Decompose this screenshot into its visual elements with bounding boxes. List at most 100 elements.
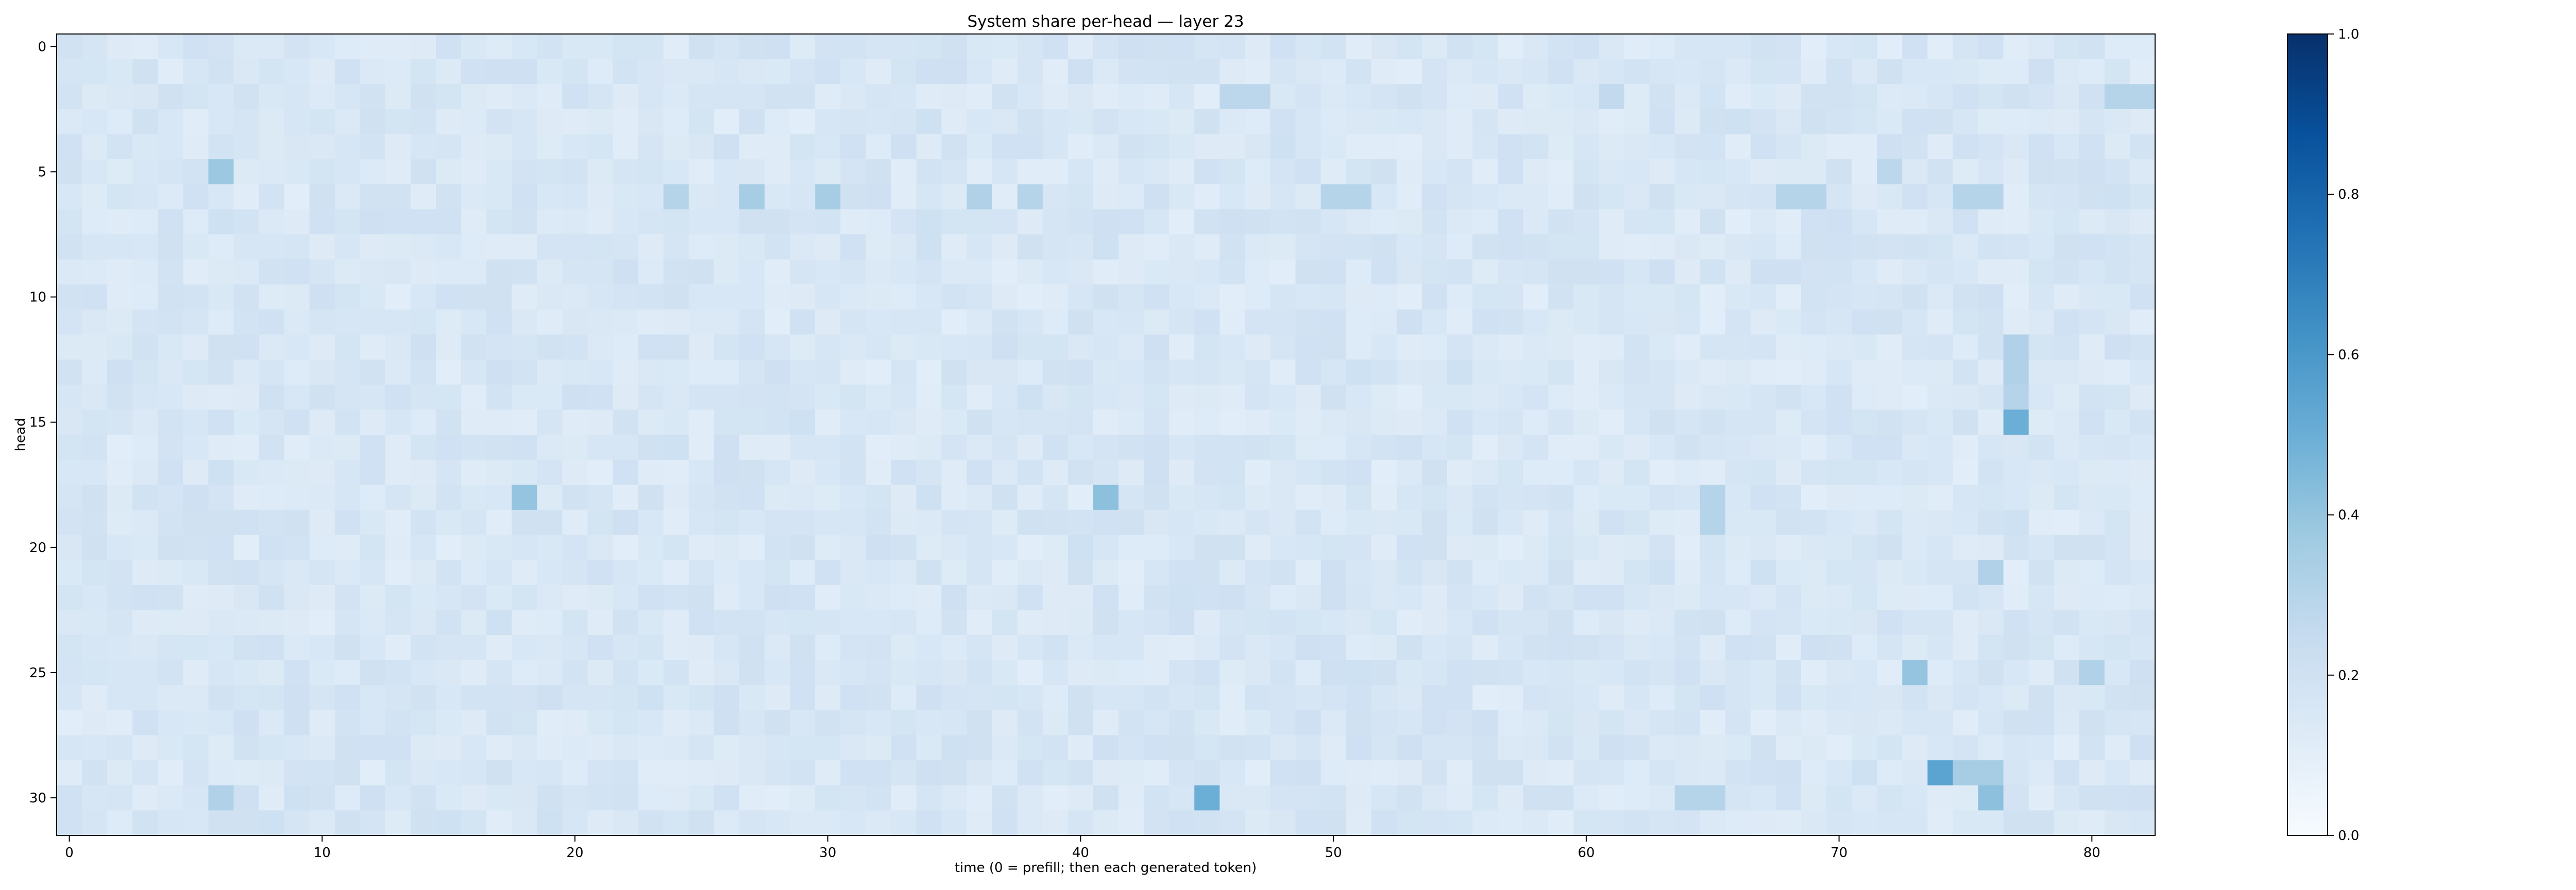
heatmap-cell: [613, 360, 639, 385]
heatmap-cell: [233, 435, 260, 460]
heatmap-cell: [765, 309, 790, 335]
heatmap-cell: [537, 84, 563, 110]
heatmap-cell: [82, 409, 108, 435]
heatmap-cell: [1396, 59, 1422, 84]
heatmap-cell: [1169, 810, 1195, 836]
heatmap-cell: [1902, 234, 1928, 260]
heatmap-cell: [739, 810, 765, 836]
heatmap-cell: [208, 284, 234, 310]
heatmap-cell: [1953, 59, 1979, 84]
y-tick-label: 15: [29, 415, 46, 431]
heatmap-cell: [2028, 84, 2055, 110]
heatmap-cell: [891, 259, 917, 285]
heatmap-cell: [688, 59, 715, 84]
heatmap-cell: [941, 59, 968, 84]
colorbar-tick-label: 1.0: [2338, 27, 2359, 42]
heatmap-cell: [714, 409, 740, 435]
heatmap-cell: [916, 59, 942, 84]
heatmap-cell: [840, 785, 866, 811]
heatmap-cell: [1396, 685, 1422, 711]
heatmap-cell: [1447, 610, 1473, 636]
heatmap-cell: [866, 309, 891, 335]
heatmap-cell: [815, 334, 841, 360]
heatmap-cell: [1649, 785, 1675, 811]
heatmap-cell: [360, 384, 386, 410]
heatmap-cell: [1042, 710, 1069, 736]
heatmap-cell: [1093, 760, 1119, 786]
heatmap-cell: [1447, 134, 1473, 160]
heatmap-cell: [1725, 760, 1751, 786]
heatmap-cell: [233, 509, 260, 536]
heatmap-cell: [1118, 334, 1144, 360]
heatmap-cell: [1775, 234, 1802, 260]
heatmap-cell: [1852, 134, 1877, 160]
heatmap-cell: [992, 360, 1018, 385]
heatmap-cell: [2104, 485, 2130, 510]
heatmap-cell: [613, 109, 639, 135]
heatmap-cell: [1649, 360, 1675, 385]
heatmap-cell: [2129, 735, 2156, 761]
heatmap-cell: [1877, 309, 1903, 335]
heatmap-cell: [1927, 59, 1954, 84]
heatmap-cell: [1144, 234, 1170, 260]
heatmap-cell: [2054, 409, 2080, 435]
heatmap-cell: [562, 685, 588, 711]
heatmap-cell: [284, 334, 310, 360]
heatmap-cell: [284, 109, 310, 135]
heatmap-cell: [688, 259, 715, 285]
heatmap-cell: [967, 435, 993, 460]
heatmap-cell: [2054, 309, 2080, 335]
heatmap-cell: [512, 785, 537, 811]
heatmap-cell: [1624, 309, 1650, 335]
heatmap-cell: [132, 535, 158, 560]
heatmap-cell: [1017, 535, 1043, 560]
heatmap-cell: [2054, 34, 2080, 60]
heatmap-cell: [790, 109, 816, 135]
heatmap-cell: [891, 134, 917, 160]
heatmap-cell: [1927, 134, 1954, 160]
heatmap-cell: [411, 109, 436, 135]
heatmap-cell: [916, 635, 942, 661]
heatmap-cell: [1270, 234, 1296, 260]
heatmap-cell: [688, 635, 715, 661]
heatmap-cell: [1852, 785, 1877, 811]
heatmap-cell: [1093, 435, 1119, 460]
heatmap-cell: [1219, 209, 1245, 235]
heatmap-cell: [739, 334, 765, 360]
heatmap-cell: [866, 810, 891, 836]
heatmap-cell: [259, 760, 285, 786]
heatmap-cell: [1649, 660, 1675, 686]
heatmap-cell: [1245, 459, 1271, 485]
heatmap-cell: [2003, 159, 2029, 185]
heatmap-cell: [1472, 134, 1498, 160]
heatmap-cell: [1067, 134, 1094, 160]
heatmap-cell: [1801, 760, 1827, 786]
heatmap-cell: [360, 360, 386, 385]
heatmap-cell: [1346, 585, 1372, 610]
heatmap-cell: [1371, 59, 1397, 84]
heatmap-cell: [132, 59, 158, 84]
heatmap-cell: [992, 209, 1018, 235]
heatmap-cell: [1346, 560, 1372, 586]
heatmap-cell: [1144, 309, 1170, 335]
heatmap-cell: [233, 810, 260, 836]
heatmap-cell: [183, 585, 209, 610]
heatmap-cell: [385, 159, 411, 185]
heatmap-cell: [815, 209, 841, 235]
heatmap-cell: [1978, 284, 2004, 310]
heatmap-cell: [1523, 259, 1549, 285]
heatmap-cell: [1826, 685, 1852, 711]
heatmap-cell: [866, 284, 891, 310]
heatmap-cell: [360, 685, 386, 711]
heatmap-cell: [1093, 234, 1119, 260]
heatmap-cell: [1067, 384, 1094, 410]
heatmap-cell: [1219, 785, 1245, 811]
heatmap-cell: [891, 209, 917, 235]
heatmap-cell: [82, 610, 108, 636]
heatmap-cell: [1775, 84, 1802, 110]
heatmap-cell: [1801, 109, 1827, 135]
heatmap-cell: [739, 459, 765, 485]
heatmap-cell: [1295, 384, 1321, 410]
heatmap-cell: [411, 159, 436, 185]
heatmap-cell: [1194, 585, 1220, 610]
